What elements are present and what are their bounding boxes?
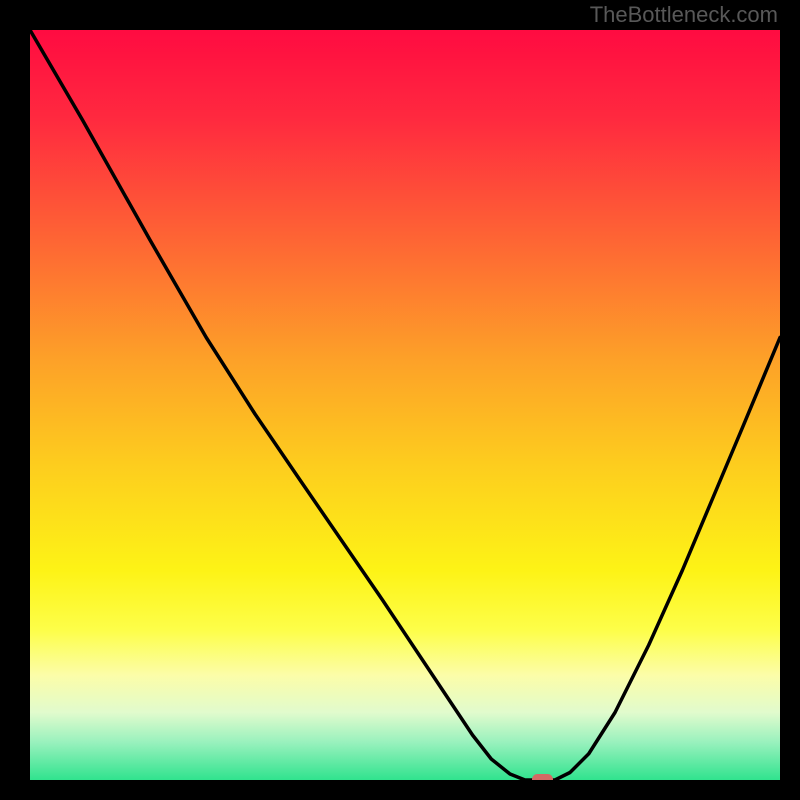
bottleneck-curve [30,30,780,780]
curve-path [30,30,780,780]
chart-frame: TheBottleneck.com [0,0,800,800]
plot-area [30,30,780,780]
border-right [780,0,800,800]
watermark-text: TheBottleneck.com [590,2,778,28]
border-bottom [0,780,800,800]
border-left [0,0,30,800]
